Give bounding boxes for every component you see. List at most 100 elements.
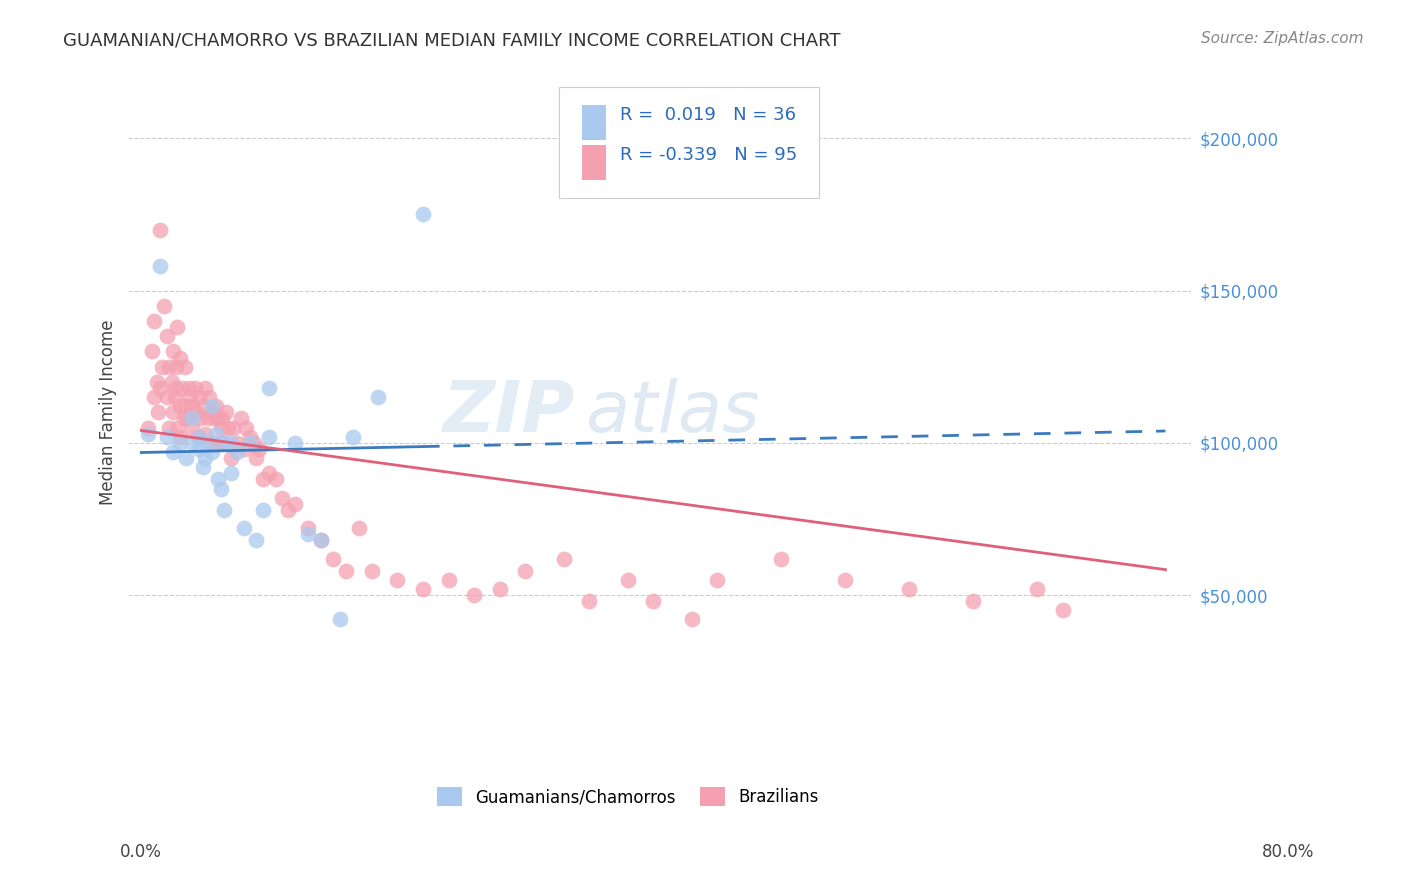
FancyBboxPatch shape — [582, 145, 606, 180]
Point — [177, 381, 200, 395]
Text: Source: ZipAtlas.com: Source: ZipAtlas.com — [1201, 31, 1364, 46]
Point — [181, 420, 204, 434]
Point — [172, 381, 194, 395]
Point — [259, 467, 281, 481]
Point — [187, 430, 209, 444]
Point — [159, 420, 181, 434]
Text: 80.0%: 80.0% — [1263, 843, 1315, 861]
Point — [834, 573, 856, 587]
Point — [181, 399, 204, 413]
Point — [297, 527, 319, 541]
Point — [681, 612, 703, 626]
Point — [136, 420, 159, 434]
Point — [309, 533, 332, 548]
Point — [162, 445, 184, 459]
Point — [706, 573, 728, 587]
Point — [412, 582, 434, 596]
Point — [159, 359, 181, 374]
Point — [235, 420, 257, 434]
Point — [198, 390, 221, 404]
Point — [616, 573, 638, 587]
FancyBboxPatch shape — [582, 105, 606, 140]
Point — [156, 390, 179, 404]
Point — [329, 612, 352, 626]
Point — [149, 223, 172, 237]
Y-axis label: Median Family Income: Median Family Income — [100, 319, 117, 505]
Legend: Guamanians/Chamorros, Brazilians: Guamanians/Chamorros, Brazilians — [430, 780, 825, 813]
Point — [169, 430, 191, 444]
Point — [245, 533, 267, 548]
Point — [179, 390, 201, 404]
Point — [162, 344, 184, 359]
Point — [214, 435, 236, 450]
Point — [222, 420, 245, 434]
Point — [463, 588, 485, 602]
Point — [271, 491, 294, 505]
Point — [297, 521, 319, 535]
Point — [149, 259, 172, 273]
Point — [160, 375, 183, 389]
Point — [252, 472, 274, 486]
Point — [211, 411, 233, 425]
Point — [347, 521, 370, 535]
Point — [163, 381, 186, 395]
Point — [962, 594, 984, 608]
Point — [204, 426, 226, 441]
Point — [162, 405, 184, 419]
Point — [197, 411, 219, 425]
Point — [187, 390, 209, 404]
FancyBboxPatch shape — [558, 87, 820, 198]
Point — [207, 472, 229, 486]
Point — [202, 411, 225, 425]
Point — [153, 299, 176, 313]
Point — [578, 594, 600, 608]
Point — [259, 381, 281, 395]
Point — [143, 314, 166, 328]
Point — [173, 359, 195, 374]
Point — [146, 405, 169, 419]
Point — [194, 451, 217, 466]
Point — [181, 411, 204, 425]
Point — [174, 451, 197, 466]
Point — [214, 503, 236, 517]
Point — [284, 435, 307, 450]
Point — [412, 207, 434, 221]
Point — [141, 344, 163, 359]
Point — [360, 564, 382, 578]
Point — [201, 445, 224, 459]
Point — [150, 359, 173, 374]
Point — [219, 435, 242, 450]
Point — [194, 381, 217, 395]
Text: GUAMANIAN/CHAMORRO VS BRAZILIAN MEDIAN FAMILY INCOME CORRELATION CHART: GUAMANIAN/CHAMORRO VS BRAZILIAN MEDIAN F… — [63, 31, 841, 49]
Point — [309, 533, 332, 548]
Point — [169, 351, 191, 365]
Text: ZIP: ZIP — [443, 378, 575, 447]
Point — [143, 390, 166, 404]
Point — [187, 430, 209, 444]
Point — [232, 442, 254, 456]
Point — [215, 405, 238, 419]
Point — [239, 430, 262, 444]
Point — [174, 399, 197, 413]
Point — [214, 435, 236, 450]
Point — [643, 594, 665, 608]
Point — [136, 426, 159, 441]
Text: R = -0.339   N = 95: R = -0.339 N = 95 — [620, 146, 797, 164]
Point — [194, 435, 217, 450]
Point — [219, 467, 242, 481]
Point — [231, 411, 253, 425]
Point — [284, 497, 307, 511]
Point — [335, 564, 357, 578]
Point — [201, 399, 224, 413]
Point — [1026, 582, 1049, 596]
Point — [553, 551, 575, 566]
Point — [387, 573, 409, 587]
Point — [176, 411, 198, 425]
Point — [194, 426, 217, 441]
Point — [217, 420, 239, 434]
Point — [247, 442, 270, 456]
Point — [898, 582, 921, 596]
Point — [166, 420, 188, 434]
Point — [163, 390, 186, 404]
Point — [264, 472, 287, 486]
